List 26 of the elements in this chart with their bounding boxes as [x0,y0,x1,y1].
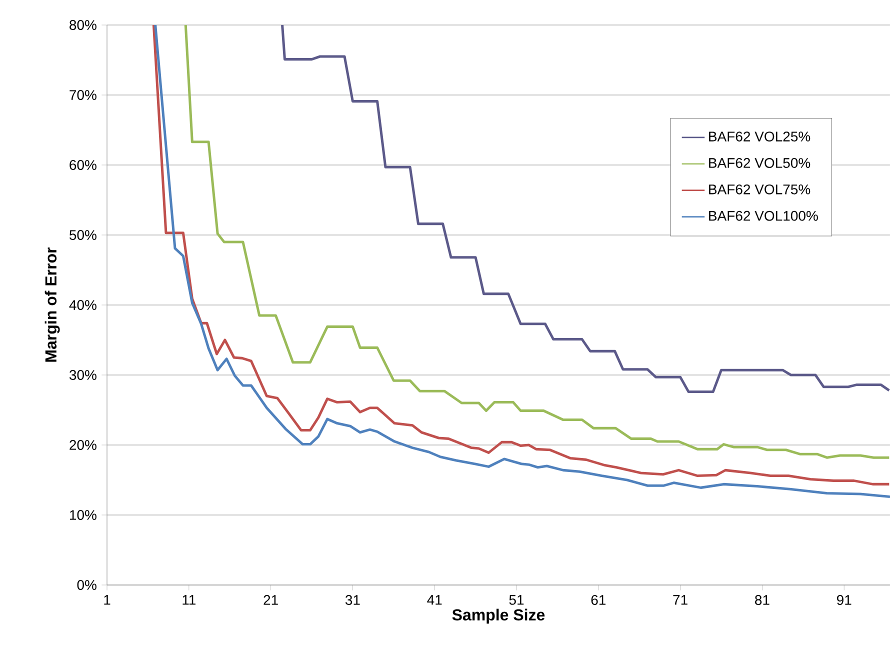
x-tick-label: 1 [104,595,110,605]
legend-label: BAF62 VOL25% [709,132,810,142]
line-series [281,25,890,394]
y-tick-label: 20% [70,440,96,450]
y-axis-title: Margin of Error [44,247,60,362]
x-tick-label: 31 [345,595,360,605]
x-tick-label: 41 [427,595,442,605]
x-tick-label: 71 [673,595,688,605]
y-tick-label: 30% [69,370,96,380]
legend-label: BAF62 VOL100% [709,210,818,221]
x-tick-label: 51 [509,595,524,605]
y-tick-label: 50% [70,230,96,240]
y-tick-label: 40% [69,300,96,310]
x-tick-label: 21 [264,595,278,605]
x-tick-label: 91 [836,595,852,605]
y-tick-label: 10% [70,510,96,520]
y-tick-label: 60% [70,160,96,170]
x-tick-label: 61 [591,595,606,605]
y-tick-label: 80% [70,20,96,30]
y-tick-label: 0% [77,580,96,590]
x-tick-label: 81 [755,595,770,605]
x-tick-label: 11 [182,595,196,605]
x-axis-title: Sample Size [452,608,545,624]
legend-label: BAF62 VOL75% [709,184,810,194]
y-tick-label: 70% [70,90,96,100]
legend-label: BAF62 VOL50% [709,158,810,168]
